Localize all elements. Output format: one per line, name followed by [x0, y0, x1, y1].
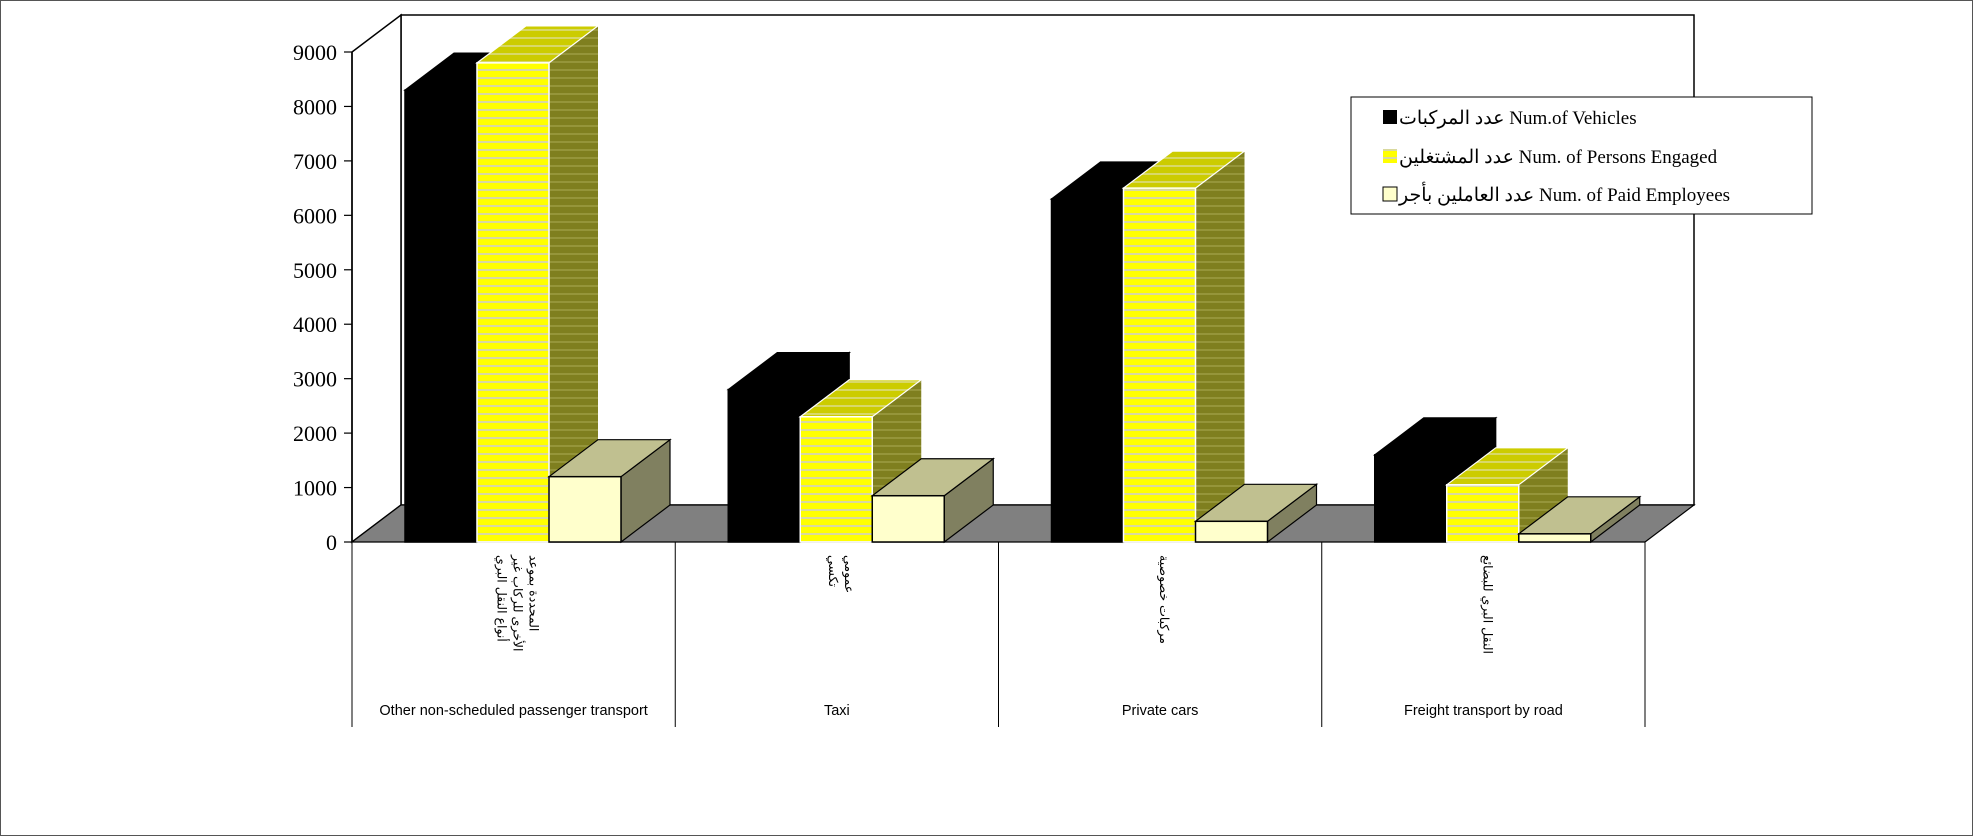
legend-swatch-paid — [1382, 186, 1398, 202]
bar-paid — [1516, 495, 1642, 544]
y-tick-label: 5000 — [293, 258, 337, 283]
bar-front-vehicles — [404, 89, 478, 543]
bar-front-paid — [871, 494, 945, 543]
bar-side-persons — [1195, 151, 1245, 542]
legend-swatch-vehicles — [1383, 110, 1397, 124]
category-label-en: Other non-scheduled passenger transport — [379, 703, 647, 719]
bar-front-persons — [1122, 187, 1197, 543]
category-label-en: Freight transport by road — [1404, 703, 1563, 719]
legend-label-paid: عدد العاملين بأجر Num. of Paid Employees — [1398, 181, 1730, 206]
y-tick-label: 1000 — [293, 476, 337, 501]
category-label-en: Taxi — [824, 703, 850, 719]
category-label-ar: مركبات خصوصية — [1156, 555, 1172, 644]
bar-front-paid — [548, 475, 622, 543]
bar-paid — [1193, 483, 1319, 544]
bar-persons — [475, 25, 600, 543]
legend-swatch-persons — [1383, 149, 1397, 163]
category-label-ar: المحددة بموعد — [526, 555, 542, 631]
y-tick-label: 7000 — [293, 149, 337, 174]
y-tick-label: 3000 — [293, 367, 337, 392]
legend-item-paid: عدد العاملين بأجر Num. of Paid Employees — [1382, 181, 1730, 206]
bar-front-paid — [1518, 533, 1592, 543]
y-tick-label: 2000 — [293, 421, 337, 446]
bar-front-persons — [1446, 484, 1520, 543]
bar-side-persons — [549, 25, 598, 542]
bar-front-persons — [799, 416, 873, 543]
bar-front-persons — [476, 62, 550, 543]
legend: عدد المركبات Num.of Vehicles عدد المشتغل… — [1350, 96, 1813, 215]
legend-label-persons: عدد المشتغلين Num. of Persons Engaged — [1399, 147, 1718, 168]
category-label-ar: عمومي — [841, 555, 857, 593]
bar-persons — [1444, 447, 1570, 543]
y-tick-label: 4000 — [293, 312, 337, 337]
bar-front-vehicles — [1374, 454, 1448, 543]
legend-item-vehicles: عدد المركبات Num.of Vehicles — [1383, 108, 1637, 129]
y-tick-label: 6000 — [293, 203, 337, 228]
legend-item-persons: عدد المشتغلين Num. of Persons Engaged — [1383, 147, 1718, 168]
bar-paid — [547, 438, 672, 544]
x-axis-table: Other non-scheduled passenger transport أ… — [351, 542, 1646, 727]
y-tick-label: 0 — [326, 530, 337, 555]
bar-front-vehicles — [1050, 198, 1125, 543]
bar-front-paid — [1194, 520, 1269, 543]
category-label-ar: الأخرى للركاب غير — [510, 554, 526, 652]
category-label-en: Private cars — [1122, 703, 1199, 719]
y-tick-label: 8000 — [293, 94, 337, 119]
bar-paid — [870, 457, 996, 544]
bar-front-vehicles — [727, 388, 801, 543]
left-wall — [351, 13, 402, 544]
category-label-ar: أنواع النقل البري — [494, 555, 511, 642]
y-tick-label: 9000 — [293, 40, 337, 65]
y-axis-ticks: 0 1000 2000 3000 4000 5000 6000 7000 8000 9000 — [293, 40, 352, 555]
bar-persons — [1121, 150, 1247, 543]
category-label-ar: تكسي — [826, 555, 841, 587]
bar-side-persons — [1518, 447, 1568, 542]
category-label-ar: النقل البري للبضائع — [1479, 555, 1495, 654]
bars — [403, 25, 1642, 544]
legend-label-vehicles: عدد المركبات Num.of Vehicles — [1399, 108, 1637, 129]
legend-box — [1350, 96, 1813, 215]
